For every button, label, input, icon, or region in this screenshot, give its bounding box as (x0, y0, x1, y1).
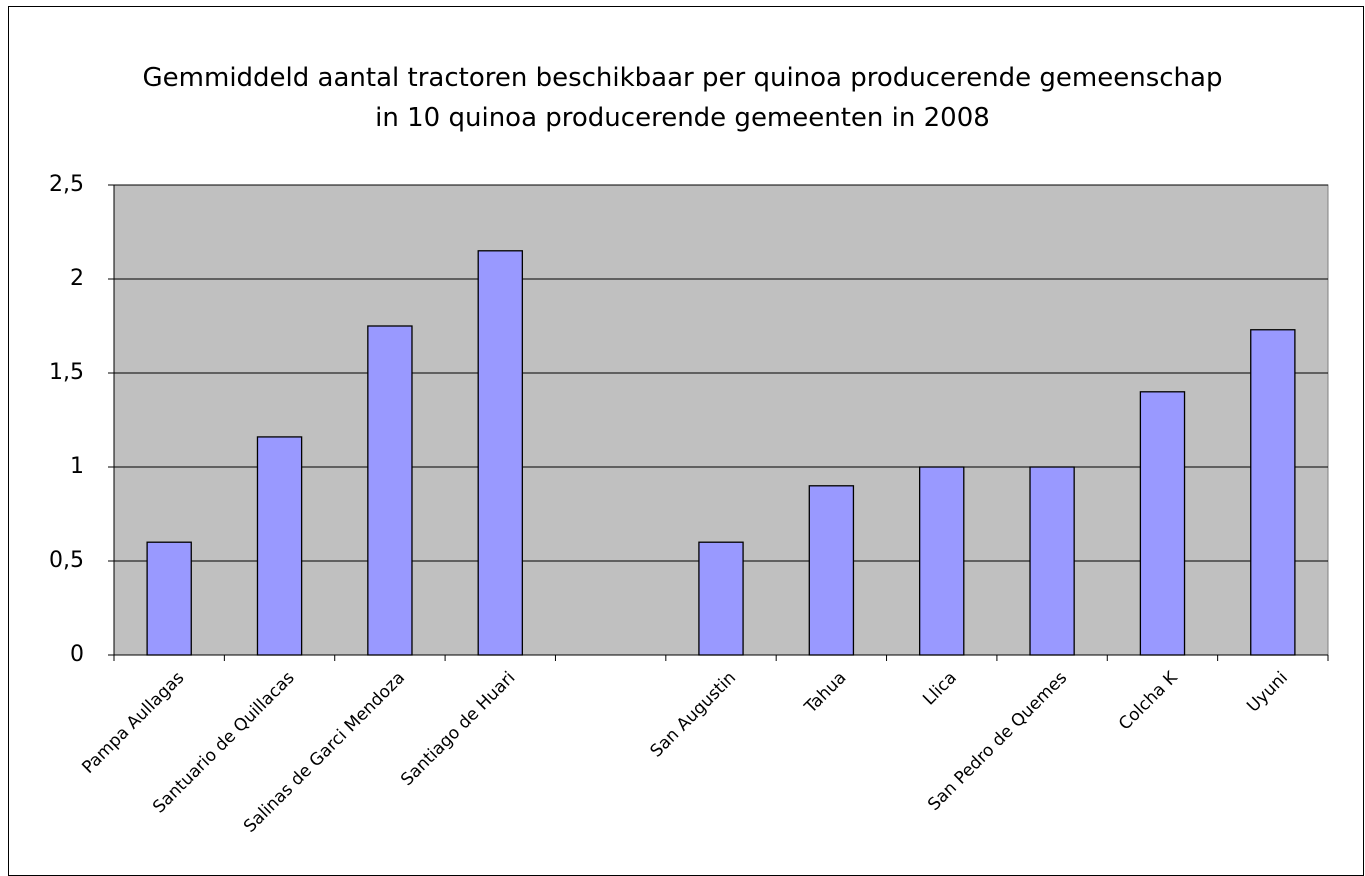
bar (367, 325, 413, 656)
y-tick-label: 0 (70, 642, 84, 667)
bar (1250, 329, 1296, 656)
y-tick-label: 2 (70, 266, 84, 291)
x-tick-label: Tahua (800, 668, 850, 718)
bar (146, 541, 192, 656)
x-tick-label: Pampa Aullagas (78, 668, 188, 778)
chart-title: Gemmiddeld aantal tractoren beschikbaar … (142, 63, 1223, 133)
y-tick-label: 1,5 (49, 360, 84, 385)
x-tick-label: Colcha K (1115, 667, 1182, 734)
bar (1029, 466, 1075, 656)
bar (477, 250, 523, 656)
bar (1139, 391, 1186, 656)
x-tick-label: San Augustin (646, 668, 740, 762)
bar (698, 541, 744, 656)
x-tick-label: Uyuni (1243, 668, 1292, 717)
y-tick-label: 1 (70, 454, 84, 479)
y-tick-label: 2,5 (49, 172, 84, 197)
bar (808, 485, 855, 656)
bar (256, 436, 303, 656)
x-tick-label: Santiago de Huari (397, 668, 519, 790)
x-tick-label: Llica (919, 668, 960, 709)
bar (919, 466, 965, 656)
y-tick-label: 0,5 (49, 548, 84, 573)
